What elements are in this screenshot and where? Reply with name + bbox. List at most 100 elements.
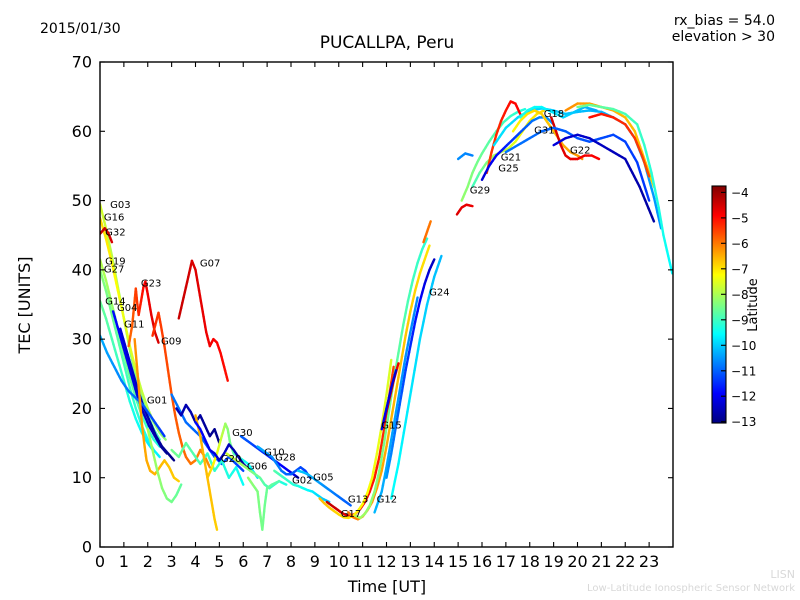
satellite-track	[373, 296, 419, 514]
satellite-prn-label: G31	[534, 125, 554, 136]
satellite-track	[576, 103, 673, 275]
colorbar-tick-label: −4	[731, 186, 749, 200]
satellite-prn-label: G24	[429, 288, 449, 299]
x-tick-label: 9	[310, 552, 320, 571]
x-tick-label: 10	[329, 552, 349, 571]
x-tick-label: 4	[190, 552, 200, 571]
satellite-prn-label: G28	[275, 452, 295, 463]
data-traces-group	[100, 100, 673, 531]
satellite-track	[385, 258, 436, 479]
satellite-track	[390, 254, 443, 500]
satellite-prn-label: G09	[161, 337, 181, 348]
x-tick-label: 6	[238, 552, 248, 571]
satellite-track	[273, 469, 331, 504]
x-tick-label: 12	[376, 552, 396, 571]
x-tick-label: 19	[543, 552, 563, 571]
satellite-track	[246, 476, 281, 531]
satellite-track	[480, 116, 555, 181]
satellite-prn-label: G30	[232, 428, 252, 439]
x-tick-label: 13	[400, 552, 420, 571]
y-tick-label: 60	[72, 122, 92, 141]
satellite-prn-label: G19	[105, 256, 125, 267]
colorbar-ticks-group: −4 −5 −6 −7 −8 −9 −10 −11 −12 −13	[721, 186, 756, 429]
y-tick-label: 0	[82, 538, 92, 557]
satellite-prn-label: G18	[544, 109, 564, 120]
satellite-prn-label: G14	[105, 297, 125, 308]
satellite-prn-label: G23	[141, 279, 161, 290]
x-tick-label: 8	[286, 552, 296, 571]
satellite-prn-label: G32	[105, 227, 125, 238]
satellite-track	[119, 327, 176, 462]
colorbar-tick-label: −12	[731, 390, 756, 404]
colorbar-frame	[711, 185, 727, 424]
satellite-prn-label: G20	[221, 454, 241, 465]
satellite-track	[194, 421, 252, 472]
satellite-prn-label: G12	[377, 495, 397, 506]
y-axis-label: TEC [UNITS]	[15, 257, 34, 355]
y-tick-label: 40	[72, 260, 92, 279]
x-axis-label: Time [UT]	[347, 577, 426, 596]
y-tick-label: 30	[72, 330, 92, 349]
x-tick-label: 17	[496, 552, 516, 571]
satellite-track	[100, 334, 166, 438]
satellite-prn-label: G03	[110, 200, 130, 211]
satellite-prn-label: G17	[341, 509, 361, 520]
x-tick-label: 14	[424, 552, 444, 571]
x-tick-label: 21	[591, 552, 611, 571]
satellite-prn-label: G06	[247, 461, 267, 472]
satellite-prn-label: G16	[104, 213, 124, 224]
colorbar-gradient	[712, 186, 726, 423]
satellite-prn-label: G15	[381, 421, 401, 432]
satellite-prn-label: G02	[292, 475, 312, 486]
satellite-track	[460, 107, 527, 202]
y-tick-label: 10	[72, 468, 92, 487]
page-title: PUCALLPA, Peru	[320, 33, 455, 53]
satellite-prn-label: G10	[264, 448, 284, 459]
satellite-prn-label: G29	[470, 186, 490, 197]
colorbar-tick-label: −11	[731, 364, 756, 378]
satellite-track	[422, 220, 432, 244]
satellite-track	[146, 428, 183, 504]
y-tick-label: 50	[72, 191, 92, 210]
x-tick-label: 23	[639, 552, 659, 571]
x-tick-label: 18	[520, 552, 540, 571]
observation-date: 2015/01/30	[40, 21, 121, 37]
satellite-track	[456, 152, 474, 161]
colorbar-tick-label: −5	[731, 211, 749, 225]
satellite-prn-label: G25	[498, 164, 518, 175]
satellite-track	[552, 133, 656, 223]
satellite-track	[177, 259, 229, 382]
x-tick-label: 1	[119, 552, 129, 571]
x-tick-label: 15	[448, 552, 468, 571]
satellite-prn-label: G05	[313, 473, 333, 484]
axes-frame	[99, 61, 674, 548]
colorbar-tick-label: −9	[731, 313, 749, 327]
x-tick-label: 0	[95, 552, 105, 571]
satellite-track	[504, 126, 651, 202]
satellite-track	[588, 112, 651, 178]
satellite-prn-label: G27	[104, 265, 124, 276]
satellite-track	[127, 280, 160, 348]
axis-tick-labels-group: 0 1 2 3 4 5 6 7 8 9 10 11 12 13 14 15 16 17 18 19 20 21 22 2301…	[72, 53, 660, 572]
rx-bias-annotation: rx_bias = 54.0	[674, 13, 775, 29]
satellite-track	[511, 109, 584, 161]
satellite-prn-label: G11	[124, 319, 144, 330]
y-tick-label: 20	[72, 399, 92, 418]
satellite-track	[133, 337, 180, 483]
x-tick-label: 5	[214, 552, 224, 571]
satellite-track	[296, 469, 352, 507]
colorbar-tick-label: −10	[731, 339, 756, 353]
x-tick-label: 20	[567, 552, 587, 571]
x-tick-label: 11	[352, 552, 372, 571]
satellite-prn-label: G01	[147, 396, 167, 407]
satellite-prn-label: G07	[200, 258, 220, 269]
y-tick-label: 70	[72, 53, 92, 72]
watermark-full-name: Low-Latitude Ionospheric Sensor Network	[587, 583, 795, 594]
colorbar-tick-label: −8	[731, 288, 749, 302]
satellite-prn-label: G04	[117, 303, 137, 314]
colorbar-tick-label: −7	[731, 262, 749, 276]
